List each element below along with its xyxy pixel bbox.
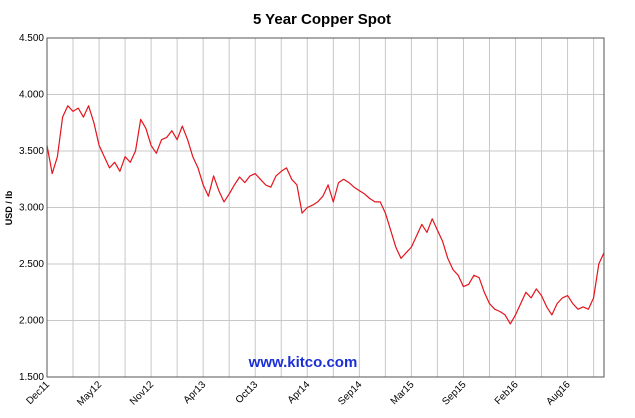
plot	[46, 105, 605, 325]
y-tick-label: 3.500	[19, 146, 44, 157]
plot-frame	[46, 37, 605, 378]
y-tick-label: 2.000	[19, 316, 44, 327]
y-tick-label: 1.500	[19, 372, 44, 383]
y-tick-label: 3.000	[19, 203, 44, 214]
grid	[46, 37, 604, 378]
watermark: www.kitco.com	[248, 354, 358, 371]
y-tick-label: 2.500	[19, 259, 44, 270]
y-tick-label: 4.500	[19, 33, 44, 44]
y-tick-label: 4.000	[19, 90, 44, 101]
chart-title: 5 Year Copper Spot	[253, 11, 391, 28]
y-axis-label: USD / lb	[4, 190, 14, 225]
price-line	[46, 105, 605, 325]
